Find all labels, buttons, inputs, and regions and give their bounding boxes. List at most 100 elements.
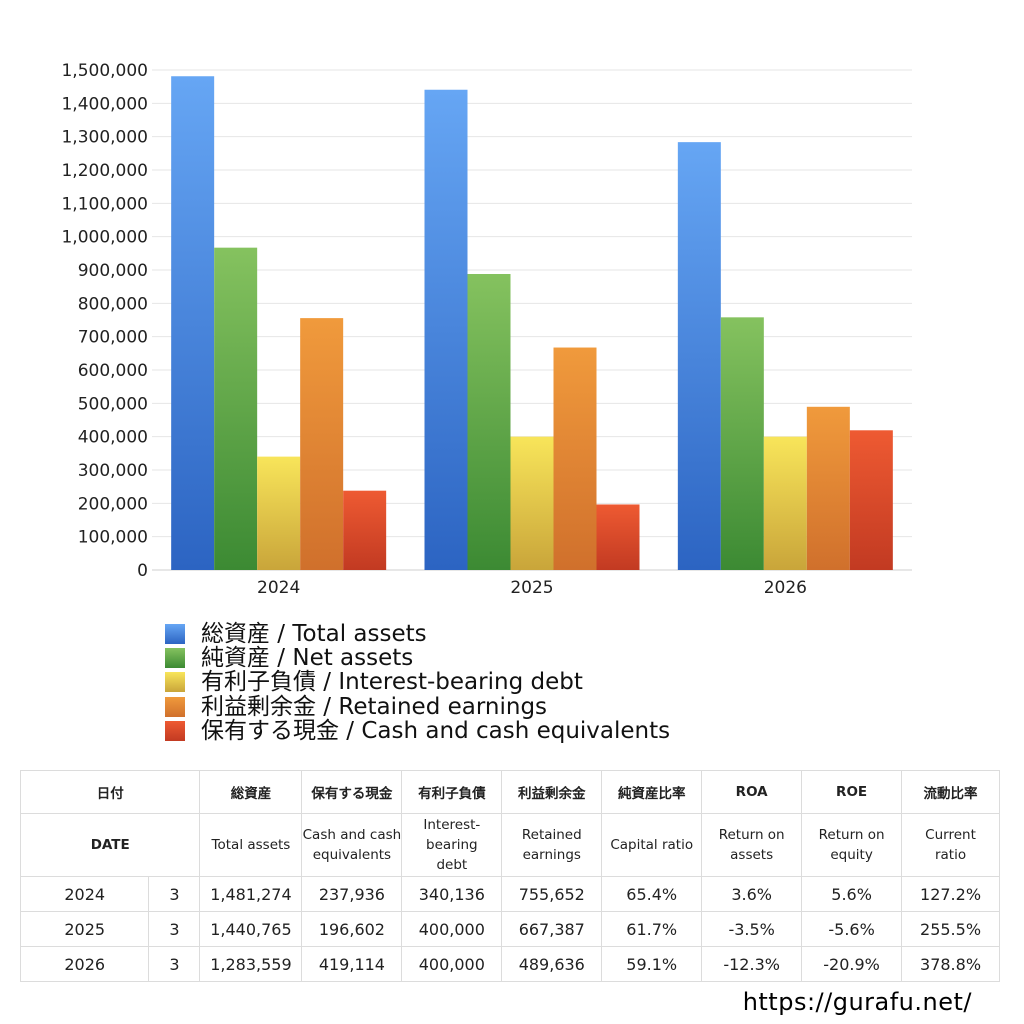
legend-swatch bbox=[165, 672, 185, 693]
table-cell: 1,283,559 bbox=[199, 946, 303, 982]
row-month: 3 bbox=[148, 911, 201, 947]
y-tick-label: 300,000 bbox=[78, 461, 148, 481]
legend-item: 利益剰余金 / Retained earnings bbox=[165, 695, 670, 719]
table-header-ja: 日付 総資産 保有する現金 有利子負債 利益剰余金 純資産比率 ROA ROE … bbox=[19, 770, 1000, 814]
y-tick-label: 1,400,000 bbox=[61, 94, 148, 114]
table-cell: 667,387 bbox=[501, 911, 603, 947]
header-total-assets-en: Total assets bbox=[199, 813, 303, 877]
header-roa-ja: ROA bbox=[701, 770, 803, 814]
legend-label: 有利子負債 / Interest-bearing debt bbox=[201, 669, 583, 696]
bar bbox=[171, 76, 215, 570]
table-cell: 59.1% bbox=[601, 946, 703, 982]
chart-svg: 0 100,000 200,000 300,000 400,000 500,000 600,… bbox=[61, 61, 912, 598]
table-cell: 378.8% bbox=[901, 946, 1000, 982]
table-cell: -20.9% bbox=[801, 946, 903, 982]
y-tick-label: 1,200,000 bbox=[61, 161, 148, 181]
table-header-en: DATE Total assets Cash and cash equivalen… bbox=[19, 813, 1000, 877]
header-roa-en: Return on assets bbox=[701, 813, 803, 877]
legend-swatch bbox=[165, 720, 185, 741]
header-debt-ja: 有利子負債 bbox=[401, 770, 503, 814]
legend-label: 総資産 / Total assets bbox=[201, 621, 427, 648]
x-tick-label: 2024 bbox=[257, 578, 300, 598]
bar bbox=[806, 406, 850, 570]
y-tick-label: 500,000 bbox=[78, 394, 148, 414]
row-month: 3 bbox=[148, 946, 201, 982]
header-current-ratio-en: Current ratio bbox=[901, 813, 1000, 877]
y-tick-label: 800,000 bbox=[78, 294, 148, 314]
header-current-ratio-ja: 流動比率 bbox=[901, 770, 1000, 814]
header-date-en: DATE bbox=[19, 813, 201, 877]
y-tick-label: 1,300,000 bbox=[61, 128, 148, 148]
table-cell: 5.6% bbox=[801, 876, 903, 912]
legend-item: 有利子負債 / Interest-bearing debt bbox=[165, 670, 670, 694]
bar bbox=[257, 456, 301, 570]
bar bbox=[677, 142, 721, 570]
table-cell: 489,636 bbox=[501, 946, 603, 982]
bar bbox=[510, 436, 554, 570]
financial-table: 日付 総資産 保有する現金 有利子負債 利益剰余金 純資産比率 ROA ROE … bbox=[19, 770, 1000, 982]
table-cell: -5.6% bbox=[801, 911, 903, 947]
table-cell: 1,440,765 bbox=[199, 911, 303, 947]
legend-item: 総資産 / Total assets bbox=[165, 622, 670, 646]
legend-label: 保有する現金 / Cash and cash equivalents bbox=[201, 717, 671, 744]
table-row: 2026 3 1,283,559 419,114 400,000 489,636 59.1%… bbox=[19, 946, 1000, 982]
table-cell: 255.5% bbox=[901, 911, 1000, 947]
header-roe-en: Return on equity bbox=[801, 813, 903, 877]
row-year: 2025 bbox=[19, 911, 150, 947]
table-cell: 127.2% bbox=[901, 876, 1000, 912]
table-row: 2025 3 1,440,765 196,602 400,000 667,387 61.7%… bbox=[19, 911, 1000, 947]
bar bbox=[343, 490, 387, 570]
header-roe-ja: ROE bbox=[801, 770, 903, 814]
legend-swatch bbox=[165, 648, 185, 669]
bar bbox=[300, 318, 344, 570]
legend-swatch bbox=[165, 624, 185, 645]
bar bbox=[553, 347, 597, 570]
bar bbox=[849, 430, 893, 570]
legend-swatch bbox=[165, 696, 185, 717]
legend-label: 純資産 / Net assets bbox=[201, 645, 414, 672]
table-cell: 237,936 bbox=[301, 876, 403, 912]
y-tick-label: 700,000 bbox=[78, 328, 148, 348]
y-tick-label: 100,000 bbox=[78, 528, 148, 548]
table-cell: 196,602 bbox=[301, 911, 403, 947]
bar-chart: 0 100,000 200,000 300,000 400,000 500,000 600,… bbox=[61, 61, 912, 598]
table-cell: 755,652 bbox=[501, 876, 603, 912]
row-month: 3 bbox=[148, 876, 201, 912]
x-tick-label: 2025 bbox=[510, 578, 553, 598]
y-tick-label: 600,000 bbox=[78, 361, 148, 381]
row-year: 2026 bbox=[19, 946, 150, 982]
table-body: 2024 3 1,481,274 237,936 340,136 755,652 65.4%… bbox=[19, 876, 1000, 982]
table-cell: 340,136 bbox=[401, 876, 503, 912]
table-cell: 61.7% bbox=[601, 911, 703, 947]
header-date-ja: 日付 bbox=[19, 770, 201, 814]
y-tick-label: 900,000 bbox=[78, 261, 148, 281]
bar bbox=[214, 247, 258, 570]
row-year: 2024 bbox=[19, 876, 150, 912]
header-cash-en: Cash and cash equivalents bbox=[301, 813, 403, 877]
table-cell: -12.3% bbox=[701, 946, 803, 982]
table-cell: 400,000 bbox=[401, 946, 503, 982]
legend-label: 利益剰余金 / Retained earnings bbox=[201, 693, 548, 720]
header-retained-ja: 利益剰余金 bbox=[501, 770, 603, 814]
bar bbox=[596, 504, 640, 570]
table-cell: 1,481,274 bbox=[199, 876, 303, 912]
header-cash-ja: 保有する現金 bbox=[301, 770, 403, 814]
bar bbox=[424, 89, 468, 571]
y-tick-label: 1,100,000 bbox=[61, 194, 148, 214]
header-debt-en: Interest-bearing debt bbox=[401, 813, 503, 877]
table-cell: 419,114 bbox=[301, 946, 403, 982]
legend-item: 純資産 / Net assets bbox=[165, 646, 670, 670]
header-capital-ratio-ja: 純資産比率 bbox=[601, 770, 703, 814]
bar bbox=[763, 436, 807, 570]
y-tick-label: 0 bbox=[137, 561, 148, 581]
header-retained-en: Retained earnings bbox=[501, 813, 603, 877]
x-tick-label: 2026 bbox=[764, 578, 807, 598]
table-cell: 65.4% bbox=[601, 876, 703, 912]
y-tick-label: 1,000,000 bbox=[61, 228, 148, 248]
bar bbox=[720, 317, 764, 570]
bar bbox=[467, 274, 511, 570]
table-cell: 400,000 bbox=[401, 911, 503, 947]
header-total-assets-ja: 総資産 bbox=[199, 770, 303, 814]
site-url[interactable]: https://gurafu.net/ bbox=[742, 988, 972, 1016]
y-tick-label: 400,000 bbox=[78, 428, 148, 448]
